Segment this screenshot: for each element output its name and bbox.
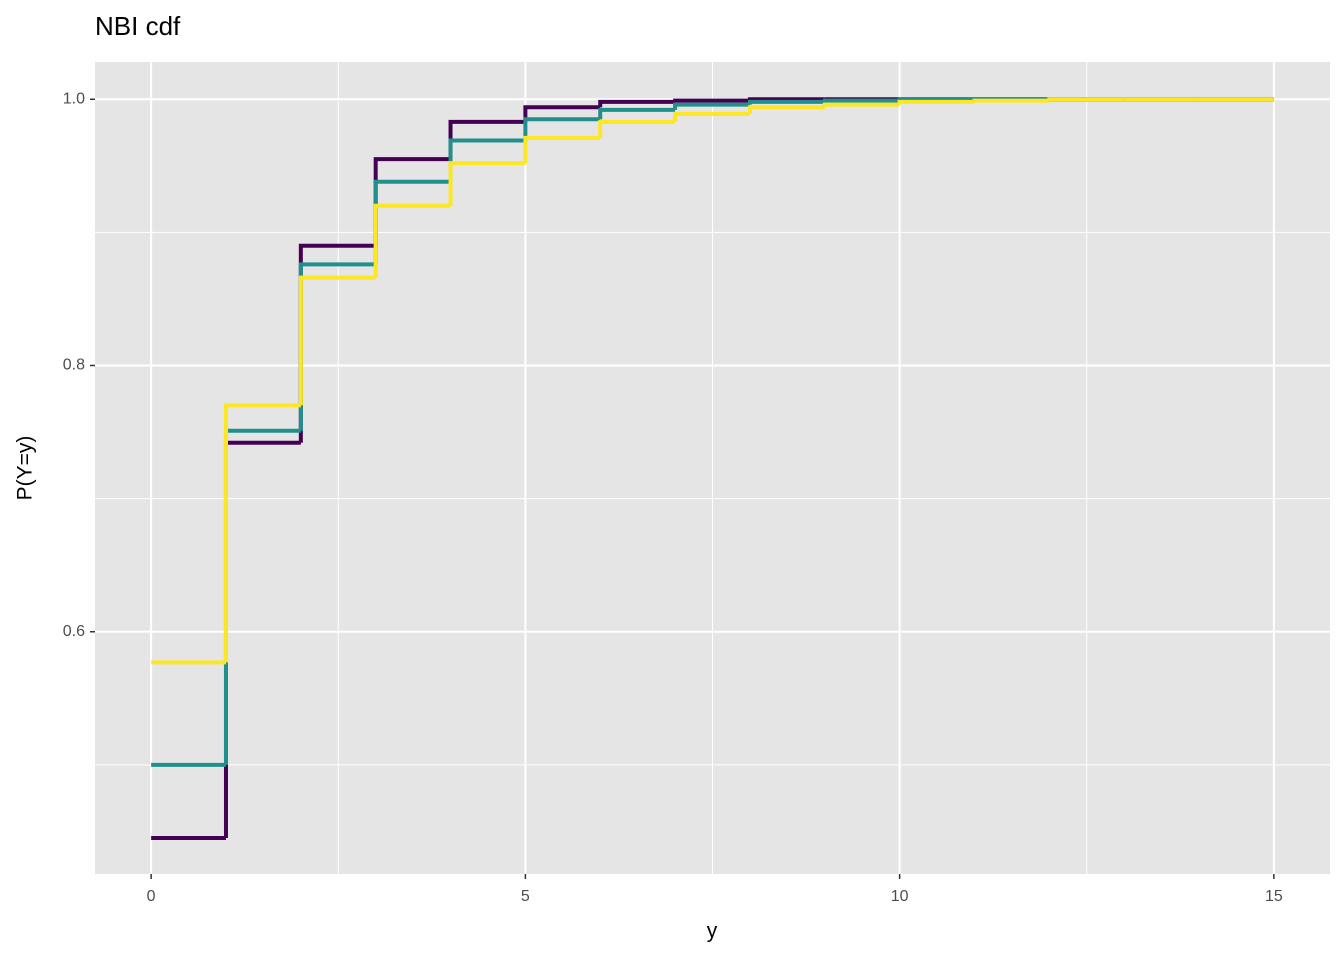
step-segment	[822, 102, 900, 108]
step-segment	[373, 203, 451, 278]
step-segment	[523, 135, 601, 164]
x-tick-label: 10	[891, 888, 909, 905]
y-tick-label: 1.0	[63, 90, 85, 107]
step-segment	[747, 105, 825, 114]
x-tick-label: 5	[521, 888, 530, 905]
y-tick-label: 0.6	[63, 623, 85, 640]
step-segment	[747, 99, 825, 105]
step-segment	[523, 117, 601, 141]
step-segment	[523, 105, 601, 122]
step-segment	[298, 275, 376, 406]
step-segment	[598, 107, 676, 120]
step-segment	[223, 403, 301, 663]
x-tick-label: 0	[147, 888, 156, 905]
step-segment	[1047, 97, 1125, 102]
x-tick-label: 15	[1265, 888, 1283, 905]
step-segment	[673, 102, 750, 110]
x-axis-title: y	[707, 920, 718, 943]
marks	[151, 97, 1274, 841]
step-segment	[822, 98, 900, 103]
step-segment	[897, 99, 975, 105]
step-segment	[598, 99, 676, 108]
y-axis-title: P(Y=y)	[14, 436, 37, 501]
step-segment	[673, 111, 750, 122]
chart-title: NBI cdf	[95, 11, 181, 41]
step-segment	[972, 98, 1050, 103]
step-segment	[673, 98, 750, 103]
step-segment	[448, 161, 526, 206]
step-segment	[598, 119, 676, 138]
y-tick-label: 0.8	[63, 357, 85, 374]
